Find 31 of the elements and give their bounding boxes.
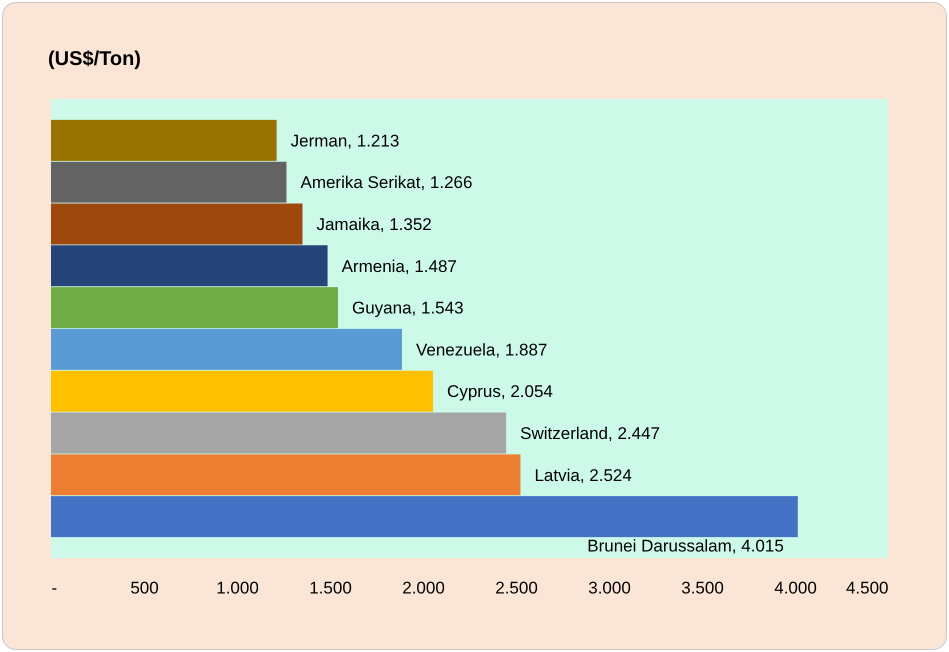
x-tick-label: 4.500 bbox=[846, 578, 888, 598]
x-tick-label: 2.000 bbox=[402, 578, 445, 598]
data-label: Switzerland, 2.447 bbox=[520, 424, 660, 444]
bar bbox=[51, 328, 402, 370]
bar bbox=[51, 370, 434, 412]
data-label: Armenia, 1.487 bbox=[342, 256, 457, 276]
x-tick-label: 4.000 bbox=[774, 578, 817, 598]
x-tick-label: 500 bbox=[130, 578, 159, 598]
bar bbox=[51, 287, 338, 328]
x-tick-label: 3.000 bbox=[588, 578, 631, 598]
bar bbox=[51, 204, 302, 244]
x-tick-label: 2.500 bbox=[495, 578, 538, 598]
data-label: Cyprus, 2.054 bbox=[447, 382, 553, 402]
x-tick-label: 1.000 bbox=[216, 578, 259, 598]
chart-title: (US$/Ton) bbox=[48, 48, 141, 70]
data-label: Jamaika, 1.352 bbox=[316, 214, 432, 234]
data-label: Amerika Serikat, 1.266 bbox=[300, 173, 472, 192]
bar bbox=[51, 245, 328, 286]
bar bbox=[51, 162, 286, 203]
x-tick-label: 1.500 bbox=[309, 578, 352, 598]
bar bbox=[51, 412, 506, 454]
bar bbox=[51, 120, 277, 161]
data-label: Guyana, 1.543 bbox=[352, 298, 464, 318]
x-tick-label: - bbox=[52, 578, 58, 598]
bar bbox=[51, 496, 798, 538]
x-tick-label: 3.500 bbox=[681, 578, 724, 598]
bar bbox=[51, 454, 520, 496]
data-label: Jerman, 1.213 bbox=[290, 131, 400, 150]
data-label: Brunei Darussalam, 4.015 bbox=[587, 536, 784, 556]
data-label: Venezuela, 1.887 bbox=[416, 340, 548, 360]
data-label: Latvia, 2.524 bbox=[534, 466, 632, 485]
